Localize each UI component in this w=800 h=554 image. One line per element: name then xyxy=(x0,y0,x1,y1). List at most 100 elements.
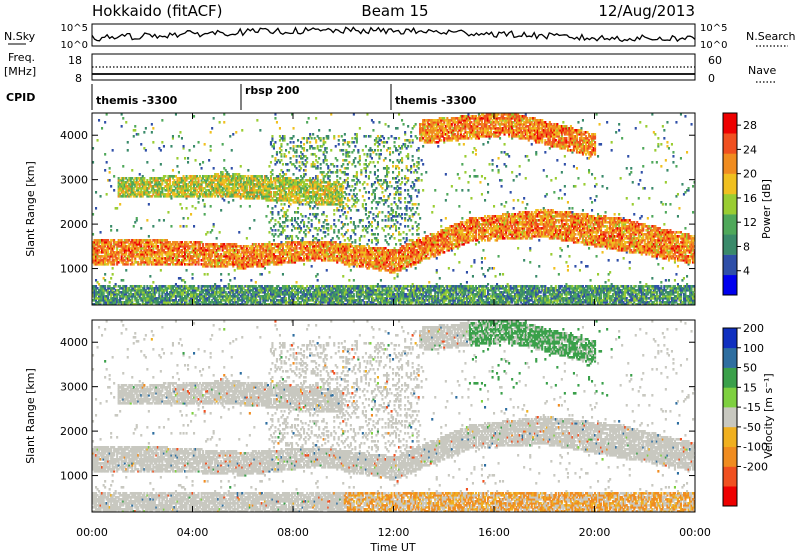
power-cell xyxy=(194,255,197,258)
power-cell xyxy=(208,181,211,184)
power-cell xyxy=(99,231,102,234)
power-cell xyxy=(224,185,227,188)
power-cell xyxy=(161,181,164,184)
power-cell xyxy=(292,127,295,130)
power-cell xyxy=(180,243,183,246)
power-cell xyxy=(191,261,194,264)
nsky-tick-top: 10^5 xyxy=(61,23,88,34)
power-cell xyxy=(114,251,117,254)
power-cell xyxy=(179,291,182,294)
power-cell xyxy=(180,295,183,298)
power-cell xyxy=(194,253,197,256)
power-cell xyxy=(209,251,212,254)
power-cell xyxy=(161,295,164,298)
power-cell xyxy=(214,263,217,266)
power-cell xyxy=(194,181,197,184)
power-cell xyxy=(319,229,322,232)
power-cell xyxy=(184,289,187,292)
power-cell xyxy=(223,199,226,202)
power-cell xyxy=(200,189,203,192)
power-cell xyxy=(102,287,105,290)
power-cell xyxy=(206,257,209,260)
power-cell xyxy=(141,239,144,242)
power-cell xyxy=(102,301,105,304)
power-cell xyxy=(147,183,150,186)
power-cell xyxy=(194,193,197,196)
power-cell xyxy=(187,249,190,252)
power-cell xyxy=(217,191,220,194)
power-cell xyxy=(140,293,143,296)
power-cell xyxy=(153,253,156,256)
power-cell xyxy=(185,187,188,190)
power-cell xyxy=(132,285,135,288)
power-cell xyxy=(214,177,217,180)
power-cell xyxy=(214,301,217,304)
power-cell xyxy=(120,261,123,264)
power-cell xyxy=(135,261,138,264)
power-cell xyxy=(165,179,168,182)
power-cell xyxy=(156,257,159,260)
power-cell xyxy=(98,289,101,292)
power-cell xyxy=(99,255,102,258)
power-cell xyxy=(208,159,211,162)
power-cell xyxy=(99,301,102,304)
power-cell xyxy=(156,181,159,184)
power-cell xyxy=(167,297,170,300)
power-cell xyxy=(104,263,107,266)
power-cell xyxy=(95,263,98,266)
power-cell xyxy=(152,295,155,298)
power-cell xyxy=(199,243,202,246)
power-cell xyxy=(214,299,217,302)
power-cell xyxy=(187,295,190,298)
power-cell xyxy=(135,195,138,198)
power-cell xyxy=(155,191,158,194)
power-cell xyxy=(153,299,156,302)
power-cell xyxy=(271,229,274,232)
power-cell xyxy=(92,257,95,260)
power-cell xyxy=(113,297,116,300)
power-cell xyxy=(212,189,215,192)
power-cell xyxy=(227,179,230,182)
power-cell xyxy=(105,239,108,242)
power-cell xyxy=(185,291,188,294)
power-cell xyxy=(221,249,224,252)
power-cell xyxy=(126,259,129,262)
power-cell xyxy=(149,259,152,262)
power-cell xyxy=(179,187,182,190)
power-cell xyxy=(162,195,165,198)
power-cell xyxy=(156,299,159,302)
power-cell xyxy=(143,187,146,190)
power-cell xyxy=(226,265,229,268)
power-cell xyxy=(159,149,162,152)
power-cell xyxy=(167,177,170,180)
power-cell xyxy=(105,263,108,266)
power-cell xyxy=(171,263,174,266)
power-cell xyxy=(120,243,123,246)
power-cell xyxy=(101,291,104,294)
power-cell xyxy=(188,177,191,180)
power-cell xyxy=(187,293,190,296)
power-cell xyxy=(209,245,212,248)
power-cell xyxy=(217,261,220,264)
power-cell xyxy=(205,303,208,305)
power-cell xyxy=(111,245,114,248)
power-cell xyxy=(185,287,188,290)
power-cell xyxy=(110,243,113,246)
power-cell xyxy=(176,287,179,290)
power-cell xyxy=(297,211,300,214)
power-cell xyxy=(281,207,284,210)
power-cell xyxy=(205,253,208,256)
power-cell xyxy=(152,261,155,264)
power-cell xyxy=(102,261,105,264)
power-cell xyxy=(158,193,161,196)
power-cell xyxy=(114,293,117,296)
power-cell xyxy=(182,297,185,300)
power-cell xyxy=(227,287,230,290)
power-cell xyxy=(137,285,140,288)
power-cell xyxy=(162,303,165,305)
power-cell xyxy=(193,287,196,290)
power-cell xyxy=(95,303,98,305)
power-cell xyxy=(126,141,129,144)
power-cell xyxy=(113,259,116,262)
power-cell xyxy=(143,193,146,196)
